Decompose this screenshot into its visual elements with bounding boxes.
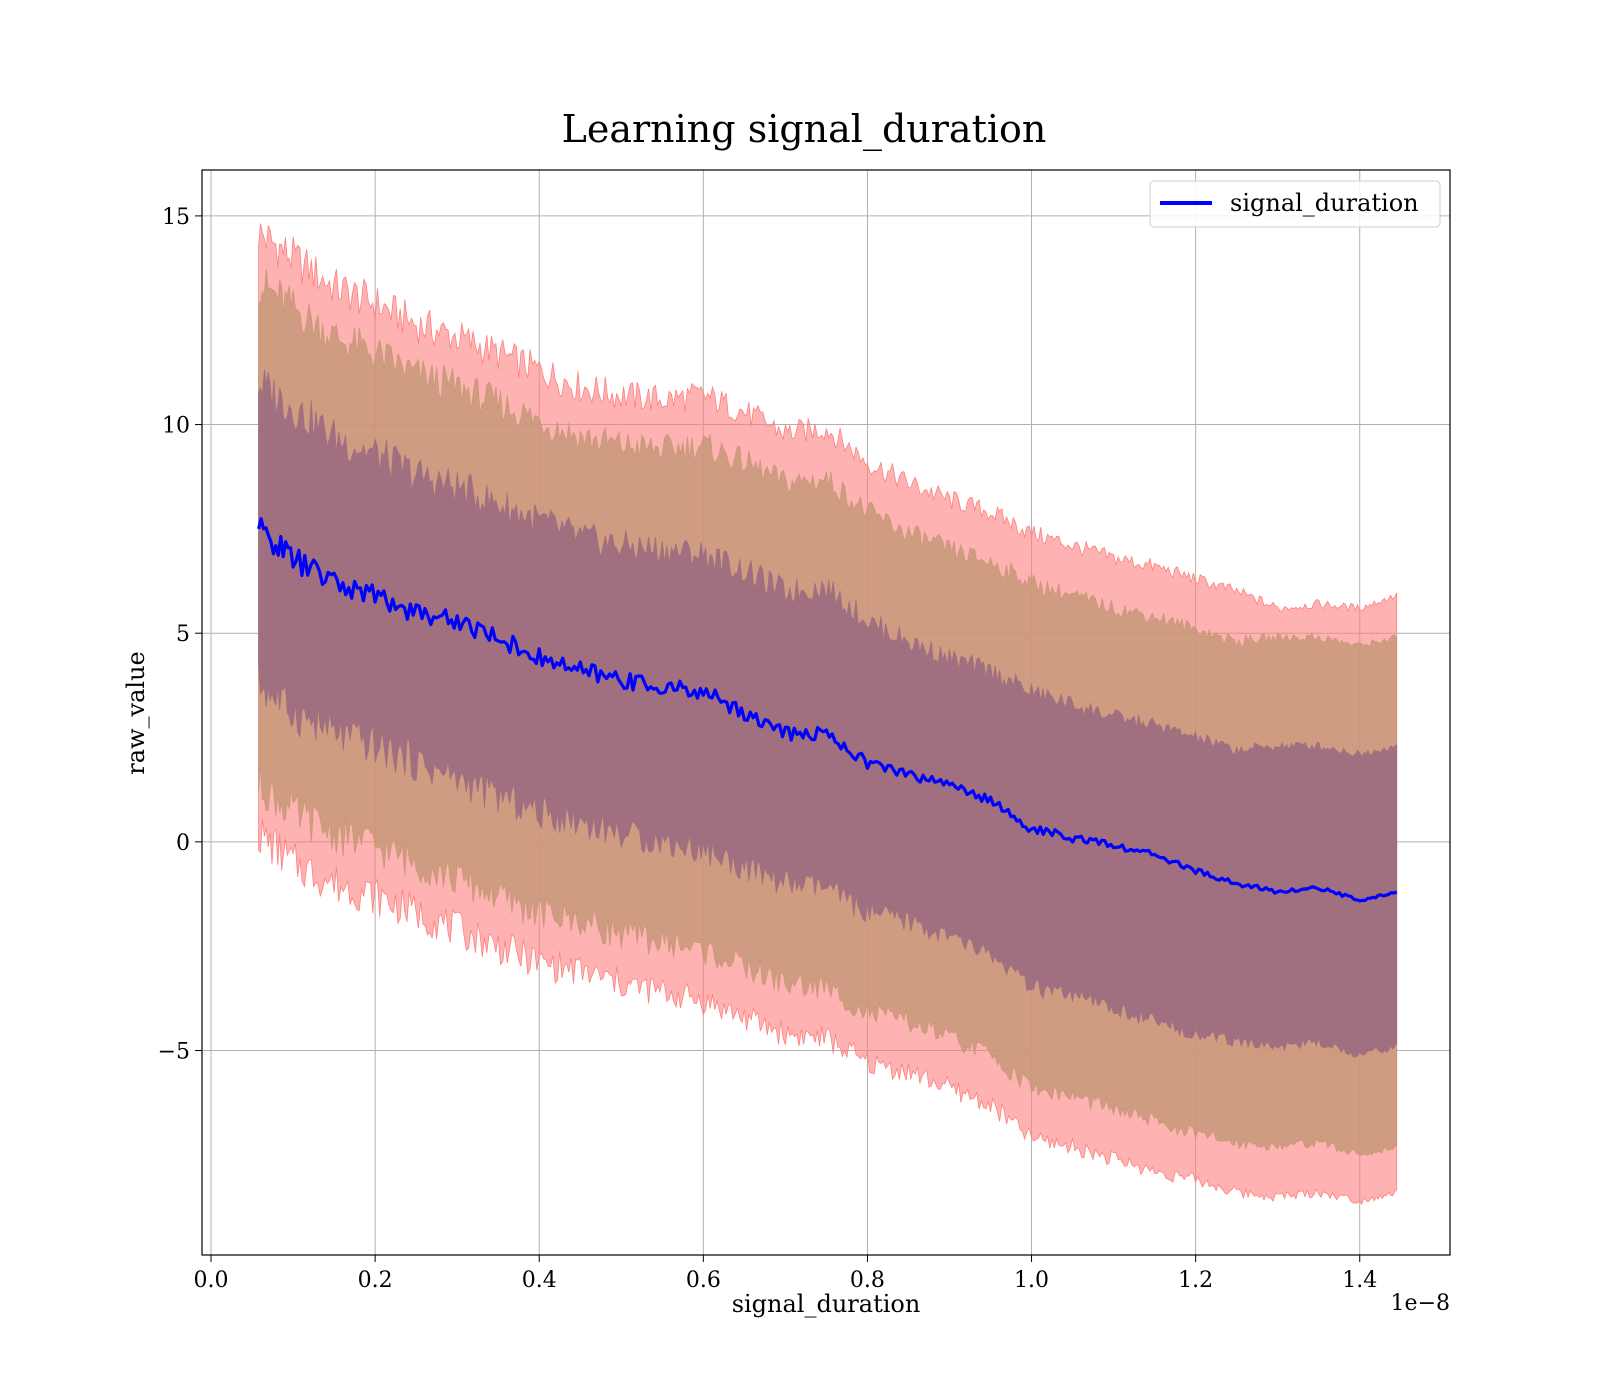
confidence-bands xyxy=(258,223,1398,1205)
plot-frame xyxy=(201,169,1451,1256)
y-tick-label: 15 xyxy=(162,205,190,230)
x-tick-label: 0.2 xyxy=(358,1268,393,1293)
x-axis-offset-label: 1e−8 xyxy=(1391,1291,1450,1316)
series-lines xyxy=(257,517,1398,903)
y-axis-label: raw_value xyxy=(122,651,150,775)
x-tick-label: 0.6 xyxy=(686,1268,721,1293)
legend-box xyxy=(1149,180,1441,228)
x-tick-label: 0.4 xyxy=(522,1268,557,1293)
x-tick-label: 0.8 xyxy=(850,1268,885,1293)
x-tick-label: 0.0 xyxy=(194,1268,229,1293)
band-area xyxy=(258,369,1398,1058)
legend: signal_duration xyxy=(1149,180,1441,228)
y-axis-ticks: −5 0 5 10 15 xyxy=(158,205,202,1065)
y-tick-label: 0 xyxy=(176,831,190,856)
y-tick-label: 5 xyxy=(176,622,190,647)
x-axis-label: signal_duration xyxy=(732,1290,921,1318)
x-tick-label: 1.2 xyxy=(1178,1268,1213,1293)
x-tick-label: 1.0 xyxy=(1014,1268,1049,1293)
y-tick-label: 10 xyxy=(162,414,190,439)
series-line xyxy=(257,517,1398,903)
legend-label: signal_duration xyxy=(1230,189,1419,217)
y-tick-label: −5 xyxy=(158,1040,190,1065)
chart-title: Learning signal_duration xyxy=(562,107,1047,152)
x-axis-ticks: 0.0 0.2 0.4 0.6 0.8 1.0 1.2 1.4 xyxy=(194,1255,1377,1293)
x-tick-label: 1.4 xyxy=(1342,1268,1377,1293)
